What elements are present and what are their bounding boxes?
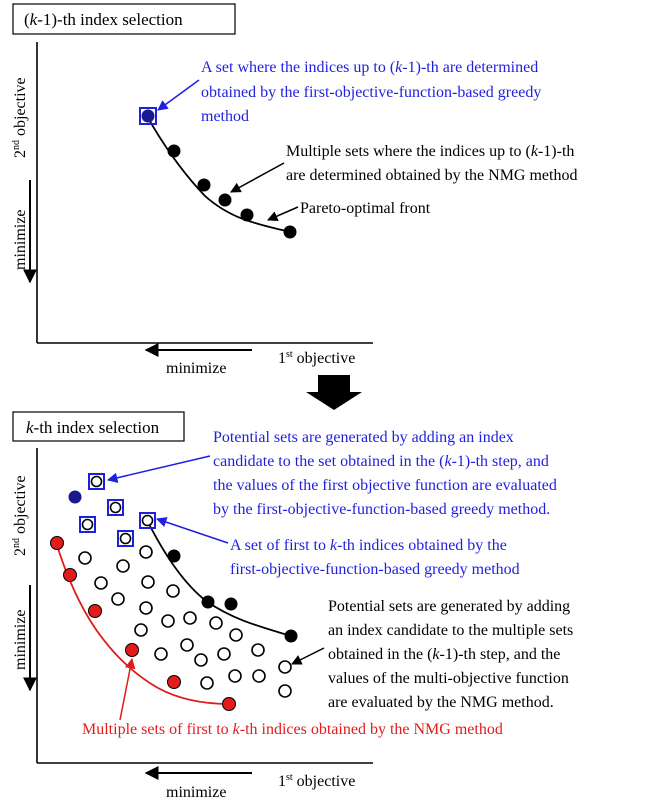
panel2-nmg-new-point xyxy=(222,697,236,711)
panel2-nmg-new-point xyxy=(88,604,102,618)
panel2-candidate-point xyxy=(278,660,292,674)
panel2-annotation-potential-greedy: Potential sets are generated by adding a… xyxy=(213,429,561,518)
panel2-greedy-square xyxy=(88,473,105,490)
panel2-candidate-point xyxy=(194,653,208,667)
panel2-candidate-point xyxy=(217,647,231,661)
panel2-candidate-point xyxy=(161,614,175,628)
panel2-greedy-square xyxy=(117,530,134,547)
panel2-greedy-candidate xyxy=(119,532,132,545)
panel2-candidate-points xyxy=(78,545,292,698)
panel2-nmg-prev-point xyxy=(224,597,238,611)
panel2-candidate-point xyxy=(183,611,197,625)
panel2-candidate-point xyxy=(180,638,194,652)
panel1-annotation-greedy: A set where the indices up to (k-1)-th a… xyxy=(201,59,545,125)
panel1-greedy-arrow xyxy=(157,79,200,111)
panel1-nmg-point xyxy=(167,144,181,158)
panel-previous-step: (k-1)-th index selection 2nd objective m… xyxy=(11,3,578,377)
panel2-potential-nmg-arrow xyxy=(291,647,325,665)
panel2-greedy-square xyxy=(79,516,96,533)
panel2-greedy-candidates xyxy=(68,473,156,547)
panel2-nmg-new-point xyxy=(50,536,64,550)
panel2-candidate-point xyxy=(141,575,155,589)
panel2-greedy-square xyxy=(107,499,124,516)
panel2-nmg-prev-point xyxy=(167,549,181,563)
panel1-front-arrow xyxy=(267,206,299,222)
panel2-candidate-point xyxy=(278,684,292,698)
panel1-x-minimize-label: minimize xyxy=(166,360,226,377)
panel1-annotation-front: Pareto-optimal front xyxy=(300,200,431,217)
step-transition-arrow xyxy=(306,375,362,410)
panel2-candidate-point xyxy=(139,545,153,559)
panel2-nmg-new-point xyxy=(125,643,139,657)
panel1-annotation-nmg: Multiple sets where the indices up to (k… xyxy=(286,143,578,184)
panel2-candidate-point xyxy=(166,584,180,598)
panel2-title: k-th index selection xyxy=(26,418,160,437)
panel2-nmg-new-point xyxy=(167,675,181,689)
panel2-candidate-point xyxy=(251,643,265,657)
panel1-greedy-square xyxy=(139,107,157,125)
panel2-greedy-selected-point xyxy=(68,490,82,504)
panel2-candidate-point xyxy=(111,592,125,606)
panel1-title: (k-1)-th index selection xyxy=(24,10,183,29)
panel2-annotation-greedy-result: A set of first to k-th indices obtained … xyxy=(230,537,520,578)
panel2-greedy-candidate xyxy=(109,501,122,514)
panel2-candidate-point xyxy=(94,576,108,590)
panel2-title-box xyxy=(12,411,185,442)
panel2-greedy-result-arrow xyxy=(156,517,229,544)
panel2-nmg-result-arrow xyxy=(119,657,136,721)
panel2-candidate-point xyxy=(139,601,153,615)
panel1-xlabel: 1st objective xyxy=(278,349,355,367)
panel1-y-minimize-label: minimize xyxy=(12,210,29,270)
panel2-greedy-square-best xyxy=(139,512,156,529)
panel2-candidate-point xyxy=(209,616,223,630)
panel2-candidate-point xyxy=(252,669,266,683)
panel2-annotation-nmg-result: Multiple sets of first to k-th indices o… xyxy=(82,721,503,738)
panel2-candidate-point xyxy=(228,669,242,683)
panel2-annotation-potential-nmg: Potential sets are generated by adding a… xyxy=(328,598,577,711)
panel2-potential-greedy-arrow xyxy=(106,455,211,483)
panel2-new-front-curve xyxy=(55,541,231,705)
panel2-nmg-new-point xyxy=(63,568,77,582)
panel2-candidate-point xyxy=(154,647,168,661)
panel2-candidate-point xyxy=(116,559,130,573)
panel1-pareto-front-curve xyxy=(146,115,291,233)
panel2-greedy-candidate-best xyxy=(141,514,154,527)
panel1-ylabel: 2nd objective xyxy=(11,77,29,158)
panel2-ylabel: 2nd objective xyxy=(11,475,29,556)
panel2-candidate-point xyxy=(200,676,214,690)
panel1-nmg-point xyxy=(218,193,232,207)
panel-current-step: k-th index selection 2nd objective minim… xyxy=(11,411,577,801)
panel2-candidate-point xyxy=(229,628,243,642)
panel2-y-minimize-label: minimize xyxy=(12,610,29,670)
panel2-candidate-point xyxy=(78,551,92,565)
panel2-nmg-prev-point xyxy=(284,629,298,643)
panel2-greedy-candidate xyxy=(81,518,94,531)
panel2-nmg-prev-point xyxy=(201,595,215,609)
panel1-nmg-point xyxy=(197,178,211,192)
panel2-candidate-point xyxy=(134,623,148,637)
panel1-greedy-point xyxy=(141,109,155,123)
panel1-title-box xyxy=(12,3,236,35)
panel2-greedy-candidate xyxy=(90,475,103,488)
panel1-nmg-point xyxy=(283,225,297,239)
panel1-nmg-arrow xyxy=(230,162,285,193)
panel1-nmg-point xyxy=(240,208,254,222)
panel2-x-minimize-label: minimize xyxy=(166,784,226,801)
panel2-xlabel: 1st objective xyxy=(278,772,355,790)
